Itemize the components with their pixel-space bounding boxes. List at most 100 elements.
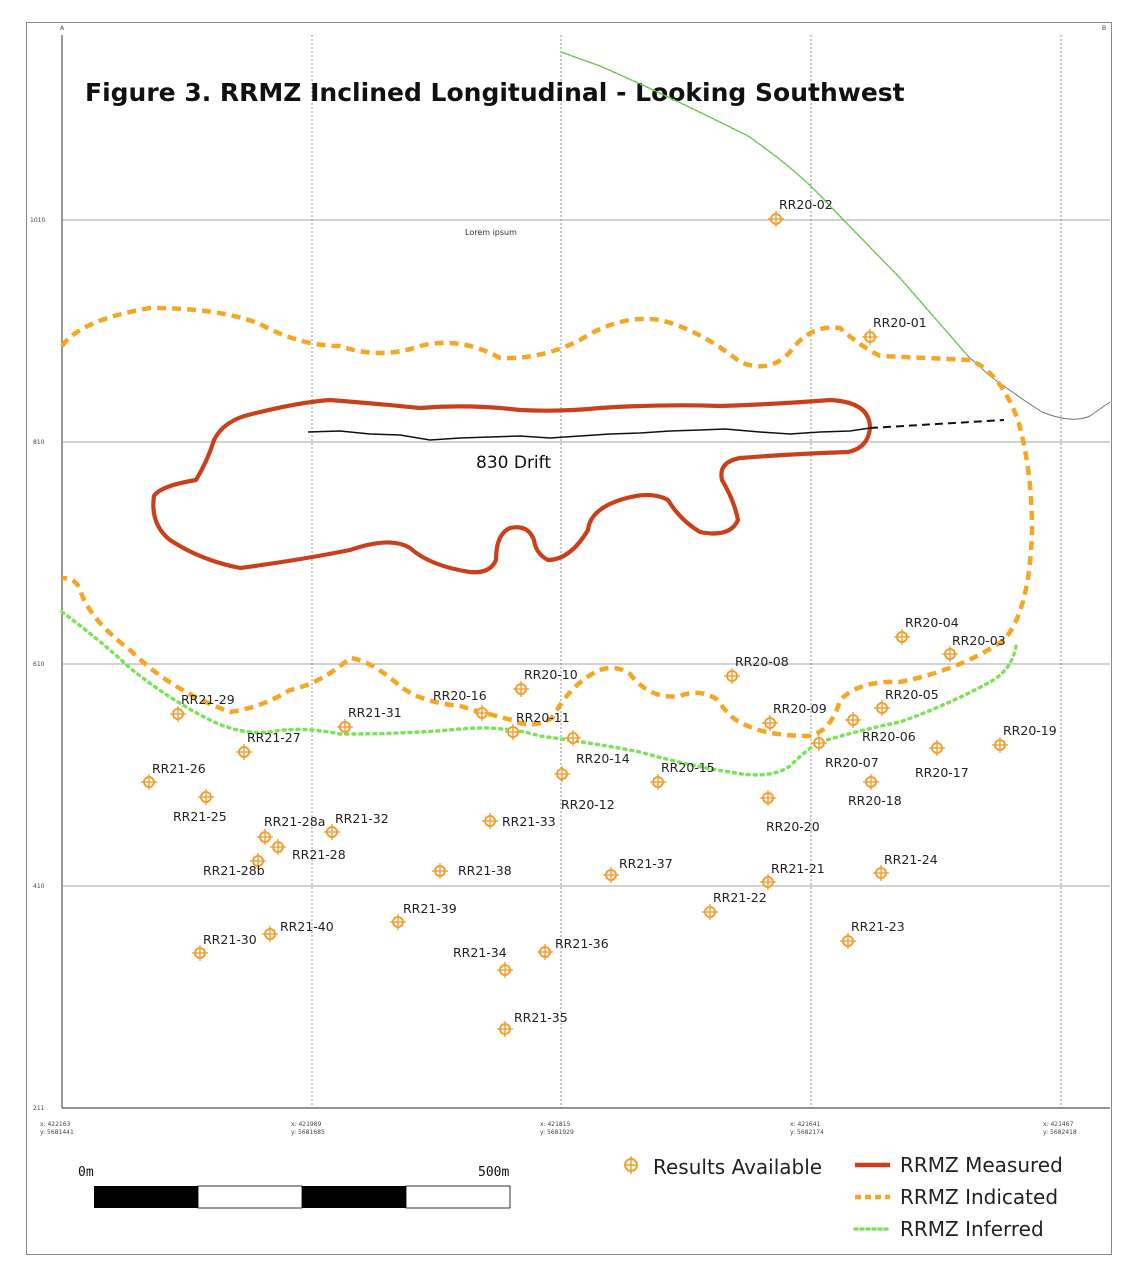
rrmz-indicated-zone — [60, 305, 1035, 739]
drill-hole-label: RR20-16 — [433, 688, 487, 703]
corner-label-b: B — [1102, 25, 1106, 32]
drill-hole-marker — [863, 774, 879, 790]
figure-frame — [26, 22, 1112, 1255]
drill-hole-label: RR20-17 — [915, 765, 969, 780]
drill-hole-label: RR21-28b — [203, 863, 265, 878]
legend-results-icon — [624, 1156, 638, 1174]
drill-hole-marker — [337, 719, 353, 735]
drill-hole-marker — [262, 926, 278, 942]
drill-hole-label: RR20-02 — [779, 197, 833, 212]
drill-hole-marker — [840, 933, 856, 949]
drill-hole-label: RR20-18 — [848, 793, 902, 808]
drill-hole-label: RR20-01 — [873, 315, 927, 330]
drill-hole-label: RR20-15 — [661, 760, 715, 775]
drill-hole-label: RR20-14 — [576, 751, 630, 766]
northing-label: y: 5681929 — [540, 1129, 574, 1136]
drill-hole-label: RR21-35 — [514, 1010, 568, 1025]
drill-hole-label: RR21-21 — [771, 861, 825, 876]
elevation-label: 810 — [33, 439, 45, 446]
drill-hole-label: RR21-24 — [884, 852, 938, 867]
drill-hole-label: RR20-04 — [905, 615, 959, 630]
drill-hole-label: RR20-20 — [766, 819, 820, 834]
drill-hole-marker — [474, 705, 490, 721]
drill-hole-label: RR21-36 — [555, 936, 609, 951]
drill-hole-label: RR21-30 — [203, 932, 257, 947]
easting-label: x: 422163 — [40, 1121, 71, 1128]
drill-hole-label: RR21-33 — [502, 814, 556, 829]
drill-hole-label: RR21-29 — [181, 692, 235, 707]
grid — [61, 35, 1110, 1109]
drill-hole-label: RR21-28 — [292, 847, 346, 862]
drill-hole-label: RR21-22 — [713, 890, 767, 905]
rrmz-measured-zone — [151, 397, 873, 575]
drill-hole-marker — [768, 211, 784, 227]
drill-hole-marker — [497, 1021, 513, 1037]
drill-hole-marker — [929, 740, 945, 756]
drill-hole-marker — [432, 863, 448, 879]
drill-hole-label: RR20-10 — [524, 667, 578, 682]
placeholder-text: Lorem ipsum — [465, 228, 517, 237]
drill-hole-marker — [845, 712, 861, 728]
drill-hole-label: RR21-27 — [247, 730, 301, 745]
drill-hole-marker — [513, 681, 529, 697]
drill-hole-label: RR21-26 — [152, 761, 206, 776]
drill-hole-marker — [894, 629, 910, 645]
drill-hole-label: RR21-39 — [403, 901, 457, 916]
scale-segment — [94, 1186, 198, 1208]
easting-label: x: 421815 — [540, 1121, 571, 1128]
drill-hole-marker — [724, 668, 740, 684]
drill-hole-label: RR21-38 — [458, 863, 512, 878]
drift-830-planned — [869, 419, 1005, 429]
drill-hole-marker — [250, 853, 266, 869]
easting-label: x: 421641 — [790, 1121, 821, 1128]
drill-hole-label: RR20-08 — [735, 654, 789, 669]
drill-hole-marker — [650, 774, 666, 790]
drift-830-line — [307, 427, 871, 441]
drill-hole-label: RR21-34 — [453, 945, 507, 960]
drill-hole-label: RR20-19 — [1003, 723, 1057, 738]
drill-hole-label: RR20-12 — [561, 797, 615, 812]
scale-segment — [197, 1185, 303, 1209]
drill-hole-marker — [702, 904, 718, 920]
drill-hole-marker — [192, 945, 208, 961]
drill-hole-marker — [760, 790, 776, 806]
scale-start-label: 0m — [78, 1165, 94, 1180]
drill-hole-marker — [390, 914, 406, 930]
drill-hole-label: RR21-37 — [619, 856, 673, 871]
drill-hole-label: RR21-28a — [264, 814, 325, 829]
drill-hole-marker — [760, 874, 776, 890]
figure-title: Figure 3. RRMZ Inclined Longitudinal - L… — [85, 78, 905, 107]
drill-hole-label: RR20-03 — [952, 633, 1006, 648]
drill-hole-label: RR20-06 — [862, 729, 916, 744]
drill-hole-marker — [603, 867, 619, 883]
legend-results-label: Results Available — [653, 1155, 822, 1179]
elevation-label: 410 — [33, 883, 45, 890]
drill-hole-marker — [537, 944, 553, 960]
drill-hole-label: RR20-07 — [825, 755, 879, 770]
northing-label: y: 5682418 — [1043, 1129, 1077, 1136]
drill-hole-label: RR21-25 — [173, 809, 227, 824]
drill-hole-marker — [236, 744, 252, 760]
elevation-label: 610 — [33, 661, 45, 668]
easting-label: x: 421467 — [1043, 1121, 1074, 1128]
scale-end-label: 500m — [478, 1165, 509, 1180]
drill-hole-marker — [874, 700, 890, 716]
drill-hole-marker — [565, 730, 581, 746]
drill-hole-label: RR21-23 — [851, 919, 905, 934]
drift-label: 830 Drift — [476, 453, 551, 473]
drill-hole-marker — [862, 329, 878, 345]
drill-hole-marker — [942, 646, 958, 662]
easting-label: x: 421989 — [291, 1121, 322, 1128]
drill-hole-marker — [324, 824, 340, 840]
northing-label: y: 5681685 — [291, 1129, 325, 1136]
legend: Results Available RRMZ Measured RRMZ Ind… — [624, 1153, 1063, 1241]
drill-hole-label: RR20-05 — [885, 687, 939, 702]
drill-hole-marker — [554, 766, 570, 782]
drill-hole-marker — [873, 865, 889, 881]
northing-label: y: 5681441 — [40, 1129, 74, 1136]
elevation-label: 1010 — [30, 217, 45, 224]
scale-segment — [405, 1185, 511, 1209]
scale-segment — [302, 1186, 406, 1208]
drill-hole-marker — [141, 774, 157, 790]
drill-hole-label: RR21-32 — [335, 811, 389, 826]
